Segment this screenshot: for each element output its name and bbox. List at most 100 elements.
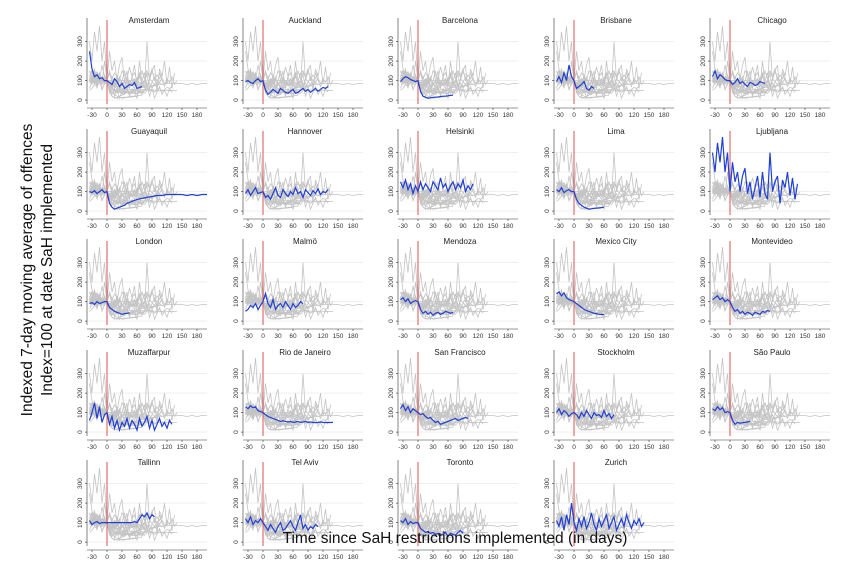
x-tick-label: 150 <box>488 333 499 340</box>
panel-title: Guayaquil <box>131 127 167 136</box>
y-tick-label: 300 <box>700 147 707 158</box>
x-tick-label: 120 <box>629 554 640 561</box>
x-tick-label: 120 <box>162 554 173 561</box>
y-tick-label: 200 <box>700 55 707 66</box>
x-tick-label: 0 <box>728 112 732 119</box>
background-series <box>89 393 178 422</box>
background-series <box>245 513 304 533</box>
background-series <box>245 512 329 542</box>
x-tick-label: 180 <box>815 223 826 230</box>
x-tick-label: 30 <box>118 333 126 340</box>
y-tick-label: 100 <box>700 296 707 307</box>
x-tick-label: 180 <box>503 112 514 119</box>
y-tick-label: 300 <box>700 36 707 47</box>
y-tick-label: 100 <box>77 75 84 86</box>
panel-auckland: Auckland -30 0 30 60 90 120 150 180 0 100 200 300 <box>233 16 363 119</box>
background-series <box>400 71 459 91</box>
x-tick-label: 180 <box>348 554 359 561</box>
x-tick-label: 30 <box>274 333 282 340</box>
x-tick-label: 60 <box>133 333 141 340</box>
x-tick-label: 120 <box>318 333 329 340</box>
background-series <box>400 296 464 316</box>
y-tick-label: 0 <box>233 430 240 434</box>
x-tick-label: 150 <box>177 112 188 119</box>
y-tick-label: 100 <box>233 407 240 418</box>
x-tick-label: 60 <box>444 223 452 230</box>
highlight-series <box>555 407 615 420</box>
y-tick-label: 300 <box>77 368 84 379</box>
y-tick-label: 0 <box>544 319 551 323</box>
x-tick-label: 120 <box>785 223 796 230</box>
background-series <box>89 75 153 95</box>
y-tick-label: 0 <box>388 319 395 323</box>
x-tick-label: 90 <box>304 112 312 119</box>
panel-title: Barcelona <box>442 16 479 25</box>
y-tick-label: 100 <box>544 407 551 418</box>
x-tick-label: 180 <box>659 112 670 119</box>
x-tick-label: 150 <box>644 444 655 451</box>
highlight-series <box>555 503 645 533</box>
panel-title: Montevideo <box>751 237 793 246</box>
x-tick-label: 90 <box>304 554 312 561</box>
panel-title: San Francisco <box>434 348 486 357</box>
highlight-series <box>711 69 766 88</box>
x-tick-label: -30 <box>87 223 97 230</box>
x-tick-label: 150 <box>800 444 811 451</box>
background-series <box>712 181 796 211</box>
x-tick-label: -30 <box>398 444 408 451</box>
y-tick-label: 200 <box>544 166 551 177</box>
x-tick-label: 0 <box>261 112 265 119</box>
y-tick-label: 300 <box>233 368 240 379</box>
x-tick-label: -30 <box>243 112 253 119</box>
background-series <box>556 292 615 312</box>
background-series <box>712 71 771 91</box>
panel-title: Auckland <box>289 16 322 25</box>
background-series <box>556 172 645 201</box>
x-tick-label: 0 <box>261 444 265 451</box>
background-series <box>712 292 771 312</box>
highlight-series <box>711 136 799 204</box>
y-tick-label: 100 <box>233 186 240 197</box>
x-tick-label: 150 <box>333 112 344 119</box>
y-tick-label: 300 <box>544 147 551 158</box>
panel-chicago: Chicago -30 0 30 60 90 120 150 180 0 100 200 300 <box>700 16 830 119</box>
background-series <box>89 282 178 311</box>
x-tick-label: 90 <box>615 112 623 119</box>
y-tick-label: 0 <box>388 430 395 434</box>
panel-title: Ljubljana <box>756 127 789 136</box>
x-tick-label: 0 <box>572 554 576 561</box>
background-series <box>89 181 173 211</box>
x-tick-label: 150 <box>177 554 188 561</box>
x-tick-label: -30 <box>87 333 97 340</box>
x-tick-label: 90 <box>771 112 779 119</box>
x-tick-label: 90 <box>771 444 779 451</box>
x-tick-label: 150 <box>333 333 344 340</box>
background-series <box>400 61 489 90</box>
y-tick-label: 200 <box>544 387 551 398</box>
x-tick-label: 180 <box>192 333 203 340</box>
background-series <box>245 181 329 211</box>
background-series <box>245 403 304 423</box>
y-tick-label: 200 <box>233 276 240 287</box>
x-tick-label: 60 <box>444 444 452 451</box>
y-tick-label: 100 <box>77 407 84 418</box>
x-tick-label: 60 <box>289 444 297 451</box>
x-tick-label: 150 <box>644 112 655 119</box>
x-tick-label: 0 <box>105 223 109 230</box>
x-tick-label: -30 <box>398 223 408 230</box>
panel-title: Stockholm <box>597 348 635 357</box>
x-tick-label: 90 <box>459 112 467 119</box>
x-tick-label: 90 <box>615 554 623 561</box>
x-tick-label: 60 <box>756 112 764 119</box>
x-axis-title: Time since SaH restrictions implemented … <box>282 530 628 547</box>
x-tick-label: 120 <box>162 112 173 119</box>
background-series <box>245 407 309 427</box>
panel-title: Toronto <box>447 458 474 467</box>
panel-brisbane: Brisbane -30 0 30 60 90 120 150 180 0 100 200 300 <box>544 16 674 119</box>
highlight-series <box>399 177 474 196</box>
panel-amsterdam: Amsterdam -30 0 30 60 90 120 150 180 0 100 200 300 <box>77 16 207 119</box>
panel-ljubljana: Ljubljana -30 0 30 60 90 120 150 180 0 100 200 300 <box>700 127 830 230</box>
x-tick-label: 60 <box>289 333 297 340</box>
y-tick-label: 200 <box>233 497 240 508</box>
y-tick-label: 200 <box>77 55 84 66</box>
